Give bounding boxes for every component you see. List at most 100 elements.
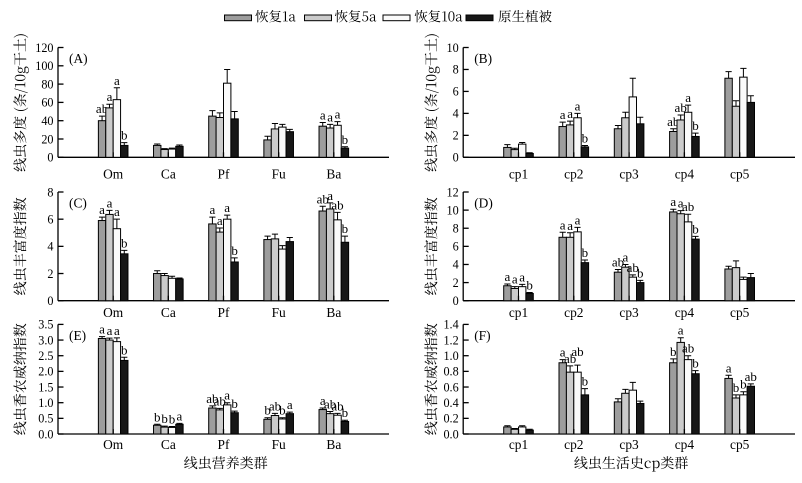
- svg-text:1.4: 1.4: [443, 318, 458, 332]
- svg-text:b: b: [161, 411, 168, 426]
- svg-text:b: b: [692, 118, 699, 133]
- svg-text:b: b: [169, 411, 176, 426]
- svg-text:(A): (A): [69, 51, 88, 66]
- svg-text:ab: ab: [214, 393, 226, 408]
- svg-text:0.0: 0.0: [38, 427, 53, 441]
- svg-text:20: 20: [41, 132, 53, 146]
- svg-text:2.5: 2.5: [38, 349, 53, 363]
- svg-text:0: 0: [47, 151, 53, 165]
- svg-text:Ca: Ca: [161, 305, 176, 320]
- svg-text:Om: Om: [103, 305, 124, 320]
- svg-text:Ba: Ba: [326, 437, 341, 452]
- svg-text:10: 10: [447, 203, 459, 217]
- svg-text:4: 4: [453, 107, 459, 121]
- svg-text:b: b: [231, 396, 238, 411]
- svg-text:ab: ab: [682, 341, 694, 356]
- svg-text:0.2: 0.2: [443, 412, 458, 426]
- svg-text:cp1: cp1: [509, 305, 528, 320]
- svg-text:a: a: [670, 194, 676, 209]
- svg-text:a: a: [519, 269, 525, 284]
- svg-text:a: a: [99, 202, 105, 217]
- svg-text:1.5: 1.5: [38, 380, 53, 394]
- svg-text:8: 8: [453, 63, 459, 77]
- svg-text:ab: ab: [627, 260, 639, 275]
- svg-text:b: b: [154, 409, 161, 424]
- svg-text:Pf: Pf: [218, 305, 230, 320]
- svg-text:10: 10: [447, 41, 459, 55]
- svg-text:a: a: [224, 200, 230, 215]
- svg-text:cp5: cp5: [730, 305, 750, 320]
- svg-text:(F): (F): [474, 328, 490, 343]
- svg-text:a: a: [560, 107, 566, 122]
- svg-text:Fu: Fu: [272, 437, 286, 452]
- svg-text:a: a: [287, 397, 293, 412]
- svg-text:(E): (E): [69, 328, 86, 343]
- svg-text:2: 2: [453, 276, 459, 290]
- svg-text:1.2: 1.2: [443, 333, 458, 347]
- svg-text:a: a: [107, 195, 113, 210]
- svg-text:(D): (D): [474, 195, 493, 210]
- svg-text:4: 4: [453, 258, 459, 272]
- svg-text:a: a: [210, 202, 216, 217]
- svg-text:cp4: cp4: [675, 437, 695, 452]
- svg-text:ab: ab: [667, 114, 679, 129]
- svg-text:cp1: cp1: [509, 437, 528, 452]
- svg-text:b: b: [279, 403, 286, 418]
- svg-text:a: a: [623, 249, 629, 264]
- svg-text:a: a: [114, 73, 120, 88]
- svg-text:3.0: 3.0: [38, 333, 53, 347]
- svg-text:0.8: 0.8: [443, 365, 458, 379]
- svg-text:a: a: [327, 188, 333, 203]
- svg-text:b: b: [526, 278, 533, 293]
- svg-text:0: 0: [453, 294, 459, 308]
- svg-text:b: b: [637, 265, 644, 280]
- svg-text:a: a: [217, 213, 223, 228]
- svg-text:a: a: [114, 204, 120, 219]
- svg-text:a: a: [560, 217, 566, 232]
- svg-text:a: a: [224, 388, 230, 403]
- svg-text:a: a: [114, 323, 120, 338]
- svg-text:12: 12: [447, 185, 459, 199]
- svg-text:cp2: cp2: [564, 437, 583, 452]
- svg-text:a: a: [726, 360, 732, 375]
- svg-text:3.5: 3.5: [38, 318, 53, 332]
- svg-text:0.5: 0.5: [38, 412, 53, 426]
- svg-text:80: 80: [41, 77, 53, 91]
- svg-text:40: 40: [41, 114, 53, 128]
- svg-text:Pf: Pf: [218, 166, 230, 181]
- svg-text:ab: ab: [206, 391, 218, 406]
- svg-text:b: b: [582, 245, 589, 260]
- svg-text:b: b: [264, 403, 271, 418]
- svg-text:cp3: cp3: [619, 305, 639, 320]
- svg-text:ab: ab: [675, 100, 687, 115]
- svg-text:b: b: [121, 342, 128, 357]
- svg-text:0.6: 0.6: [443, 380, 458, 394]
- svg-text:a: a: [678, 196, 684, 211]
- svg-text:Om: Om: [103, 437, 124, 452]
- svg-text:a: a: [567, 106, 573, 121]
- svg-text:cp1: cp1: [509, 166, 528, 181]
- svg-text:Pf: Pf: [218, 437, 230, 452]
- svg-text:4: 4: [47, 240, 53, 254]
- svg-text:cp3: cp3: [619, 166, 639, 181]
- svg-text:b: b: [582, 374, 589, 389]
- svg-text:b: b: [231, 243, 238, 258]
- svg-text:ab: ab: [745, 369, 757, 384]
- svg-text:6: 6: [47, 212, 53, 226]
- svg-text:b: b: [670, 344, 677, 359]
- svg-text:Ba: Ba: [326, 166, 341, 181]
- svg-text:(B): (B): [474, 51, 492, 66]
- svg-text:0: 0: [47, 294, 53, 308]
- svg-text:cp3: cp3: [619, 437, 639, 452]
- svg-text:ab: ab: [331, 398, 343, 413]
- svg-text:60: 60: [41, 96, 53, 110]
- svg-text:b: b: [342, 132, 349, 147]
- svg-text:8: 8: [453, 222, 459, 236]
- svg-text:a: a: [560, 345, 566, 360]
- svg-text:a: a: [107, 89, 113, 104]
- svg-text:0.4: 0.4: [443, 396, 458, 410]
- svg-text:a: a: [327, 109, 333, 124]
- svg-text:a: a: [678, 323, 684, 338]
- svg-text:ab: ab: [564, 351, 576, 366]
- svg-text:a: a: [505, 269, 511, 284]
